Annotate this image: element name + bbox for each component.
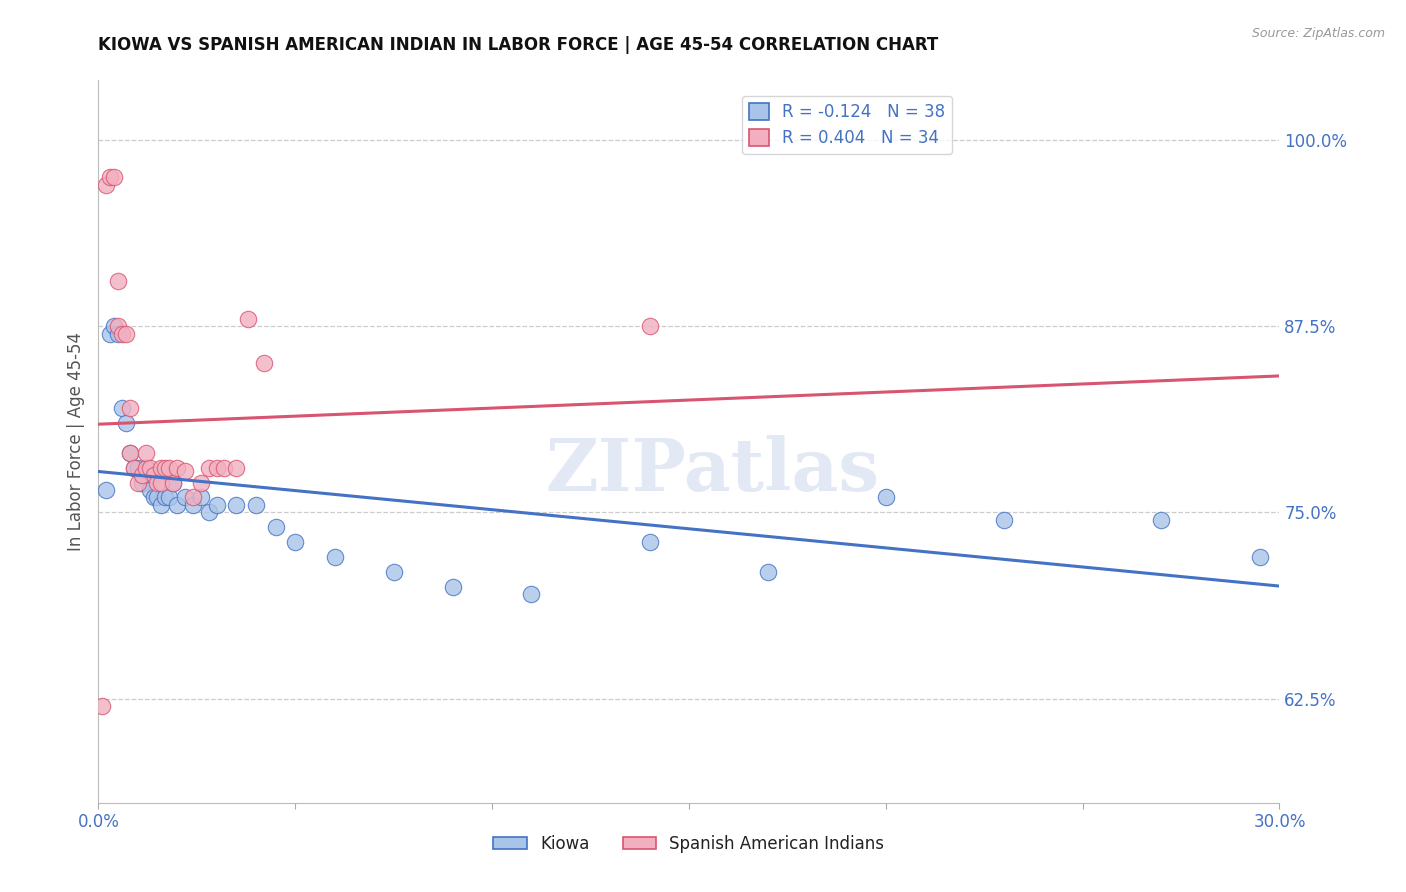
Point [441, 580, 464, 594]
Point [197, 505, 219, 519]
Legend: Kiowa, Spanish American Indians: Kiowa, Spanish American Indians [486, 828, 891, 860]
Text: Source: ZipAtlas.com: Source: ZipAtlas.com [1251, 27, 1385, 40]
Point [1249, 549, 1271, 564]
Point [1150, 513, 1173, 527]
Point [146, 491, 169, 505]
Point [115, 416, 138, 430]
Point [118, 446, 141, 460]
Point [181, 491, 204, 505]
Point [115, 326, 138, 341]
Point [107, 274, 129, 288]
Point [107, 319, 129, 334]
Point [162, 475, 184, 490]
Point [127, 475, 149, 490]
Point [190, 475, 212, 490]
Point [122, 460, 145, 475]
Point [174, 491, 197, 505]
Point [135, 460, 157, 475]
Point [174, 464, 197, 478]
Point [166, 498, 188, 512]
Point [138, 483, 160, 497]
Text: ZIPatlas: ZIPatlas [546, 435, 880, 506]
Point [98, 170, 121, 185]
Point [96, 483, 118, 497]
Point [150, 460, 173, 475]
Point [111, 401, 134, 415]
Point [131, 475, 153, 490]
Point [520, 587, 543, 601]
Y-axis label: In Labor Force | Age 45-54: In Labor Force | Age 45-54 [66, 332, 84, 551]
Point [157, 491, 180, 505]
Point [993, 513, 1015, 527]
Point [142, 491, 165, 505]
Point [150, 498, 173, 512]
Point [197, 460, 219, 475]
Point [135, 460, 157, 475]
Point [103, 170, 125, 185]
Point [127, 460, 149, 475]
Point [162, 475, 184, 490]
Point [131, 468, 153, 483]
Point [122, 460, 145, 475]
Point [323, 549, 346, 564]
Text: KIOWA VS SPANISH AMERICAN INDIAN IN LABOR FORCE | AGE 45-54 CORRELATION CHART: KIOWA VS SPANISH AMERICAN INDIAN IN LABO… [98, 36, 939, 54]
Point [253, 356, 276, 370]
Point [205, 460, 228, 475]
Point [166, 460, 188, 475]
Point [638, 319, 661, 334]
Point [284, 535, 307, 549]
Point [98, 326, 121, 341]
Point [146, 475, 169, 490]
Point [225, 498, 247, 512]
Point [96, 178, 118, 192]
Point [118, 446, 141, 460]
Point [181, 498, 204, 512]
Point [138, 460, 160, 475]
Point [638, 535, 661, 549]
Point [236, 311, 259, 326]
Point [107, 326, 129, 341]
Point [225, 460, 247, 475]
Point [155, 460, 177, 475]
Point [157, 460, 180, 475]
Point [103, 319, 125, 334]
Point [155, 491, 177, 505]
Point [214, 460, 236, 475]
Point [382, 565, 405, 579]
Point [135, 446, 157, 460]
Point [756, 565, 779, 579]
Point [142, 468, 165, 483]
Point [245, 498, 267, 512]
Point [91, 698, 114, 713]
Point [190, 491, 212, 505]
Point [118, 401, 141, 415]
Point [111, 326, 134, 341]
Point [264, 520, 287, 534]
Point [875, 491, 897, 505]
Point [150, 475, 173, 490]
Point [205, 498, 228, 512]
